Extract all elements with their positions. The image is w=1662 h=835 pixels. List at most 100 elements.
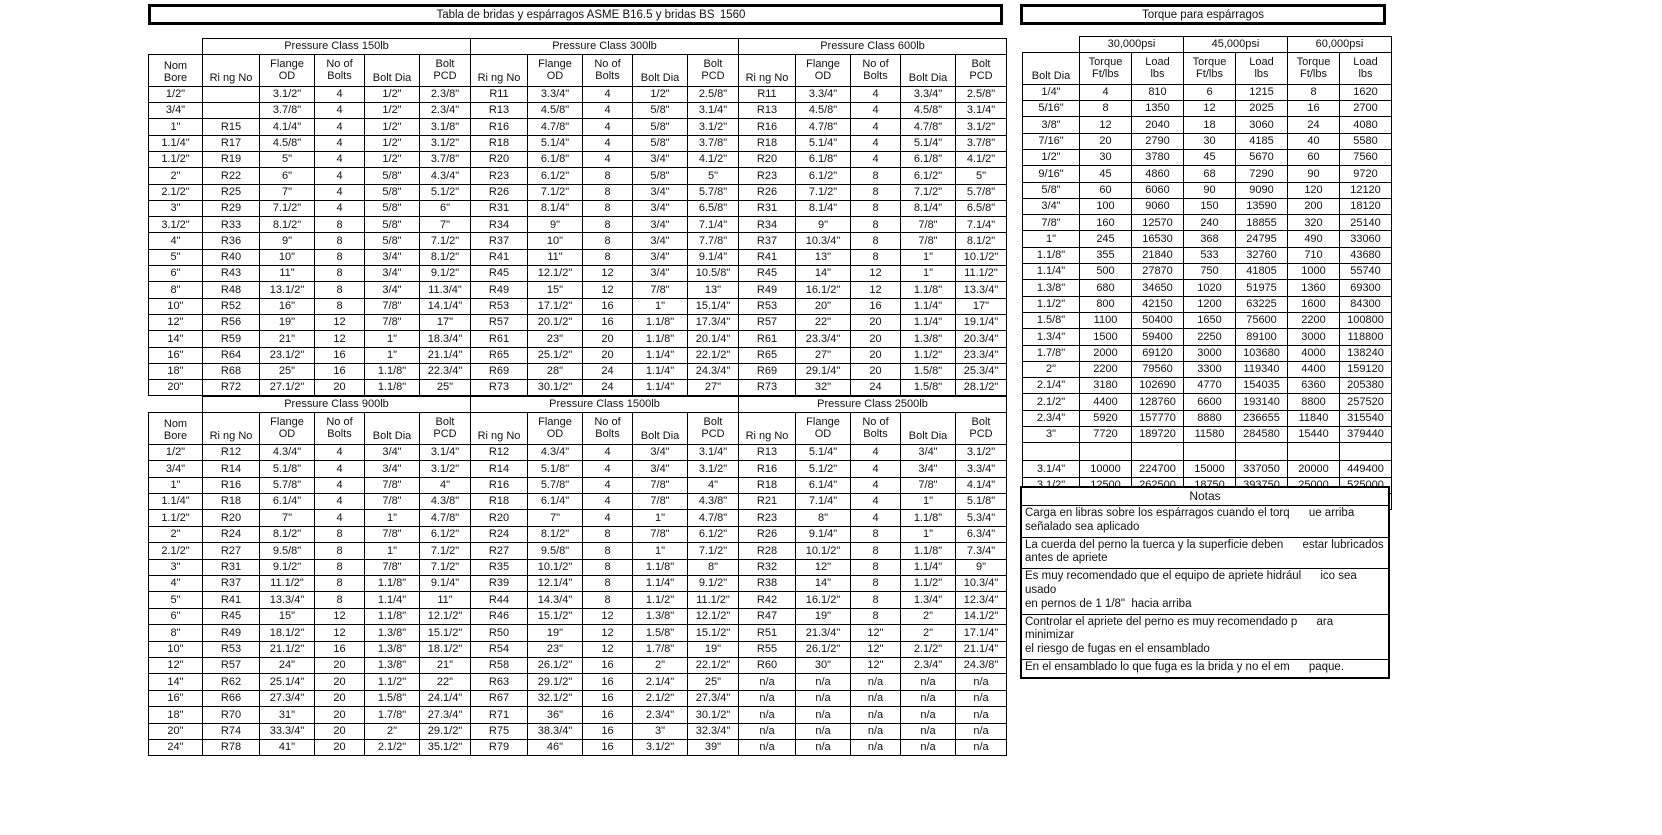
- table-cell: n/a: [955, 706, 1007, 724]
- table-cell: 27": [795, 346, 851, 364]
- table-cell: 8: [1079, 100, 1132, 118]
- table-cell: 3/4": [632, 248, 688, 267]
- table-cell: 2.1/2": [632, 689, 688, 708]
- table-row: 1.1/2" R19 5" 4 1/2" 3.7/8" R20 6.1/8" 4 3/4" 4.1/…: [148, 150, 1007, 169]
- table-cell: 15.1/4": [687, 297, 739, 315]
- table-cell: R20: [738, 150, 796, 169]
- table-cell: 5.1/4": [527, 134, 583, 152]
- table-cell: 1.5/8": [900, 379, 956, 397]
- table-cell: 4.3/4": [419, 167, 471, 185]
- table-cell: 22": [419, 673, 471, 691]
- table-cell: 16: [314, 640, 365, 658]
- table-cell: 490: [1287, 230, 1340, 248]
- table-cell: R58: [470, 656, 528, 675]
- table-cell: 33060: [1339, 230, 1392, 248]
- table-cell: 20.1/4": [687, 330, 739, 348]
- table-cell: R15: [202, 118, 260, 136]
- nom-bore-cell: 3/4": [148, 460, 203, 478]
- table-cell: 8.1/4": [900, 199, 956, 218]
- table-cell: 12: [850, 265, 901, 283]
- table-cell: 9.1/4": [687, 248, 739, 267]
- table-cell: 16": [259, 297, 315, 315]
- table-cell: 3/4": [632, 443, 688, 462]
- table-cell: 5.1/4": [795, 443, 851, 462]
- table-cell: R31: [738, 199, 796, 218]
- spacer-cell: [1022, 442, 1080, 462]
- table-cell: 11": [419, 591, 471, 609]
- table-cell: 4: [850, 118, 901, 136]
- table-cell: n/a: [850, 689, 901, 708]
- table-cell: 7/8": [364, 558, 420, 577]
- table-cell: 3/4": [364, 281, 420, 299]
- nom-bore-cell: 1/2": [148, 443, 203, 462]
- table-row: 2" R24 8.1/2" 8 7/8" 6.1/2" R24 8.1/2" 8 7/8" 6.1/…: [148, 525, 1007, 544]
- table-row: 6" R45 15" 12 1.1/8" 12.1/2" R46 15.1/2" 12 1.3/8…: [148, 607, 1007, 626]
- table-cell: 1215: [1235, 83, 1288, 102]
- table-cell: 4: [314, 460, 365, 478]
- table-cell: 14.1/2": [955, 607, 1007, 626]
- table-cell: 20: [314, 722, 365, 740]
- table-cell: 8": [687, 558, 739, 577]
- table-cell: [202, 102, 260, 120]
- table-cell: R18: [738, 134, 796, 152]
- column-header: No of Bolts: [314, 411, 365, 445]
- table-cell: 15.1/2": [527, 607, 583, 626]
- table-cell: 120: [1287, 181, 1340, 199]
- table-cell: 8: [314, 281, 365, 299]
- bolt-dia-cell: 1.1/2": [1022, 295, 1080, 313]
- column-header: Bolt Dia: [632, 53, 688, 87]
- nom-bore-cell: 6": [148, 265, 203, 283]
- table-cell: 7/8": [632, 476, 688, 495]
- table-cell: 6.1/4": [795, 476, 851, 495]
- table-cell: 13": [687, 281, 739, 299]
- table-cell: 2790: [1131, 132, 1184, 150]
- table-cell: 24: [850, 379, 901, 397]
- table-row: 7/8" 160 12570 240 18855 320 25140: [1022, 214, 1392, 232]
- table-cell: 6360: [1287, 377, 1340, 395]
- table-cell: 12570: [1131, 214, 1184, 232]
- table-cell: 1.3/8": [364, 624, 420, 642]
- table-cell: 32": [795, 379, 851, 397]
- table-cell: n/a: [795, 689, 851, 708]
- bolt-dia-cell: 1": [1022, 230, 1080, 248]
- table-cell: 1.1/4": [900, 313, 956, 332]
- table-cell: 90: [1287, 165, 1340, 183]
- table-cell: R67: [470, 689, 528, 708]
- table-cell: 24.1/4": [419, 689, 471, 708]
- table-cell: 29.1/2": [419, 722, 471, 740]
- column-header: Ri ng No: [470, 53, 528, 87]
- table-cell: 1": [900, 248, 956, 267]
- table-cell: 4.3/4": [527, 443, 583, 462]
- table-cell: 4: [314, 102, 365, 120]
- table-cell: 24: [1287, 116, 1340, 134]
- table-cell: R49: [202, 624, 260, 642]
- table-cell: 368: [1183, 230, 1236, 248]
- table-cell: 11.3/4": [419, 281, 471, 299]
- table-cell: 4: [582, 493, 633, 511]
- table-cell: 28.1/2": [955, 379, 1007, 397]
- bolt-dia-cell: 1.3/8": [1022, 279, 1080, 297]
- table-cell: 8.1/2": [259, 525, 315, 544]
- table-cell: 4: [582, 85, 633, 104]
- table-cell: 8: [1287, 83, 1340, 102]
- table-cell: 1200: [1183, 295, 1236, 313]
- table-cell: 1/2": [364, 134, 420, 152]
- table-cell: 10": [259, 248, 315, 267]
- table-cell: 16: [1287, 100, 1340, 118]
- table-cell: 12": [850, 656, 901, 675]
- table-cell: 16: [582, 738, 633, 757]
- table-cell: 27.1/2": [259, 379, 315, 397]
- table-cell: n/a: [900, 738, 956, 757]
- table-cell: 26.1/2": [795, 640, 851, 658]
- column-header: Ri ng No: [738, 53, 796, 87]
- table-cell: 1.3/8": [364, 656, 420, 675]
- column-header-row: Nom Bore Ri ng No Flange OD No of Bolts Bolt…: [148, 53, 1007, 87]
- table-cell: n/a: [850, 706, 901, 724]
- table-cell: 6.5/8": [955, 199, 1007, 218]
- table-cell: R20: [202, 509, 260, 527]
- table-cell: 2.5/8": [955, 85, 1007, 104]
- table-row: 14" R62 25.1/4" 20 1.1/2" 22" R63 29.1/2" 16 2.1/…: [148, 673, 1007, 691]
- table-cell: 7720: [1079, 426, 1132, 444]
- table-cell: 45: [1079, 165, 1132, 183]
- table-cell: 10.1/2": [795, 542, 851, 560]
